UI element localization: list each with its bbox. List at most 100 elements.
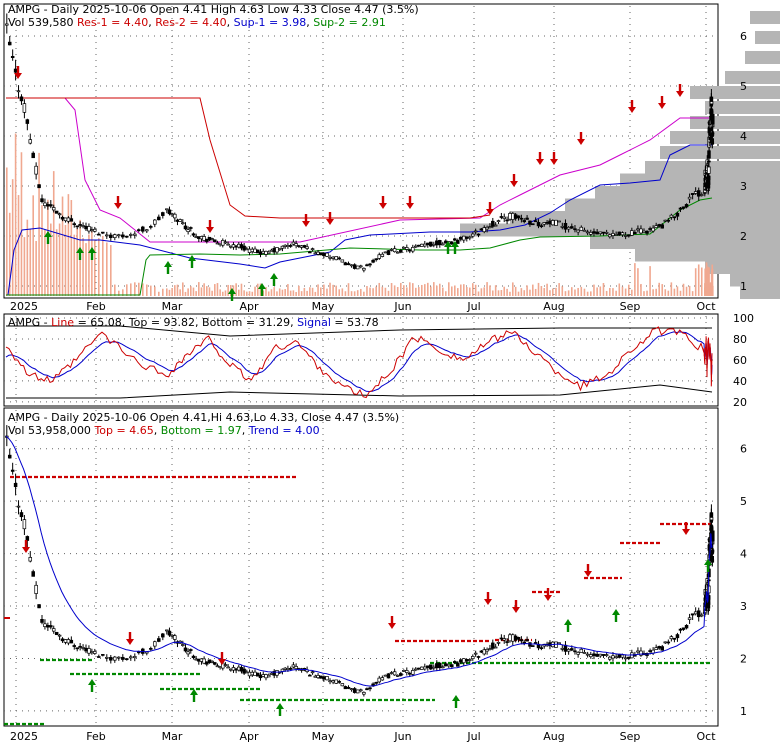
volume-bar [190, 286, 192, 296]
volume-bar [198, 282, 200, 296]
sell-arrow [486, 202, 494, 215]
candle-body [516, 215, 521, 219]
candle-body [657, 646, 661, 649]
volume-bar [615, 290, 617, 296]
volume-bar [403, 285, 405, 296]
candle-body [482, 227, 486, 233]
candle-body [340, 683, 345, 687]
candle-body [611, 233, 615, 236]
volume-bar [506, 288, 508, 296]
volume-bar [150, 285, 152, 296]
volume-bar [335, 285, 337, 296]
candle-body [710, 559, 715, 563]
volume-bar [537, 282, 540, 296]
candle-body [266, 251, 271, 254]
candle-body [620, 654, 625, 658]
candle-body [450, 241, 454, 245]
volume-bar [50, 223, 52, 296]
candle-body [90, 651, 94, 654]
arrow-head [326, 219, 334, 225]
candle-body [551, 220, 555, 226]
volume-bar [254, 286, 256, 296]
candle-body [617, 653, 622, 658]
candle-body [141, 226, 145, 232]
arrow-head [88, 679, 96, 685]
candle-body [636, 650, 640, 653]
volume-bar [222, 291, 224, 296]
candle-body [153, 641, 157, 647]
volume-bar [20, 152, 23, 296]
volume-bar [474, 284, 477, 296]
arrow-head [44, 231, 52, 237]
volume-bar [561, 286, 564, 296]
oscillator-line [5, 326, 713, 399]
candle-body [28, 557, 33, 562]
candle-body [493, 646, 498, 649]
candle-body [614, 656, 618, 659]
sell-arrow [302, 214, 310, 227]
candle-body [479, 650, 484, 653]
volume-bar [631, 289, 633, 296]
candle-body [399, 673, 403, 676]
candle-body [700, 194, 704, 196]
candle-body [308, 674, 312, 677]
volume-bar [267, 291, 270, 296]
sell-arrow [676, 84, 684, 97]
volume-bar [166, 288, 168, 296]
oscillator-lines [5, 325, 713, 399]
volume-bar [424, 284, 426, 296]
buy-arrow [88, 247, 96, 260]
candle-body [453, 238, 457, 241]
candle-body [352, 688, 357, 693]
arrow-head [628, 107, 636, 113]
candle-body [525, 639, 529, 642]
volume-bar [238, 289, 240, 296]
profile-bar [705, 101, 780, 114]
trend-panel-levels: Vol 53,958,000 Top = 4.65, Bottom = 1.97… [8, 424, 320, 437]
volume-bar [497, 290, 500, 296]
candle-body [359, 265, 363, 268]
volume-bar [118, 290, 120, 296]
label-part-3: Bottom = 1.97 [161, 424, 242, 437]
candle-body [213, 239, 217, 242]
candle-body [627, 234, 631, 237]
candle-body [337, 257, 342, 260]
trend-panel-y-ticks: 6 5 4 3 2 1 [740, 443, 747, 718]
volume-bar [396, 287, 399, 296]
volume-bar [691, 291, 694, 296]
volume-bar [469, 287, 471, 296]
x-tick-label: 2025 [10, 300, 38, 313]
candle-body [331, 680, 335, 683]
candle-body [380, 253, 385, 257]
candle-body [511, 634, 515, 642]
volume-bar [433, 282, 435, 296]
candle-body [542, 222, 546, 225]
candle-body [709, 101, 714, 105]
candle-body [349, 688, 354, 691]
candle-body [352, 264, 357, 269]
candle-body [57, 634, 62, 637]
buy-arrow [452, 695, 460, 708]
arrow-head [228, 288, 236, 294]
candle-body [308, 251, 312, 254]
volume-bar [492, 290, 494, 296]
arrow-head [218, 659, 226, 665]
candle-body [402, 670, 406, 672]
volume-bar [571, 287, 573, 296]
buy-arrow [612, 609, 620, 622]
candle-body [322, 676, 326, 680]
label-part-5: Bottom [202, 316, 242, 329]
candle-body [539, 647, 544, 649]
sell-arrow [22, 540, 30, 553]
candle-body [283, 667, 287, 670]
candle-body [687, 196, 692, 200]
candle-body [441, 243, 445, 246]
candle-body [297, 245, 301, 247]
label-part-0: Vol 53,958,000 [8, 424, 94, 437]
volume-bar [208, 287, 211, 296]
candle-body [328, 680, 332, 683]
buy-arrow [76, 247, 84, 260]
candle-body [25, 536, 30, 541]
volume-bar [378, 282, 381, 296]
